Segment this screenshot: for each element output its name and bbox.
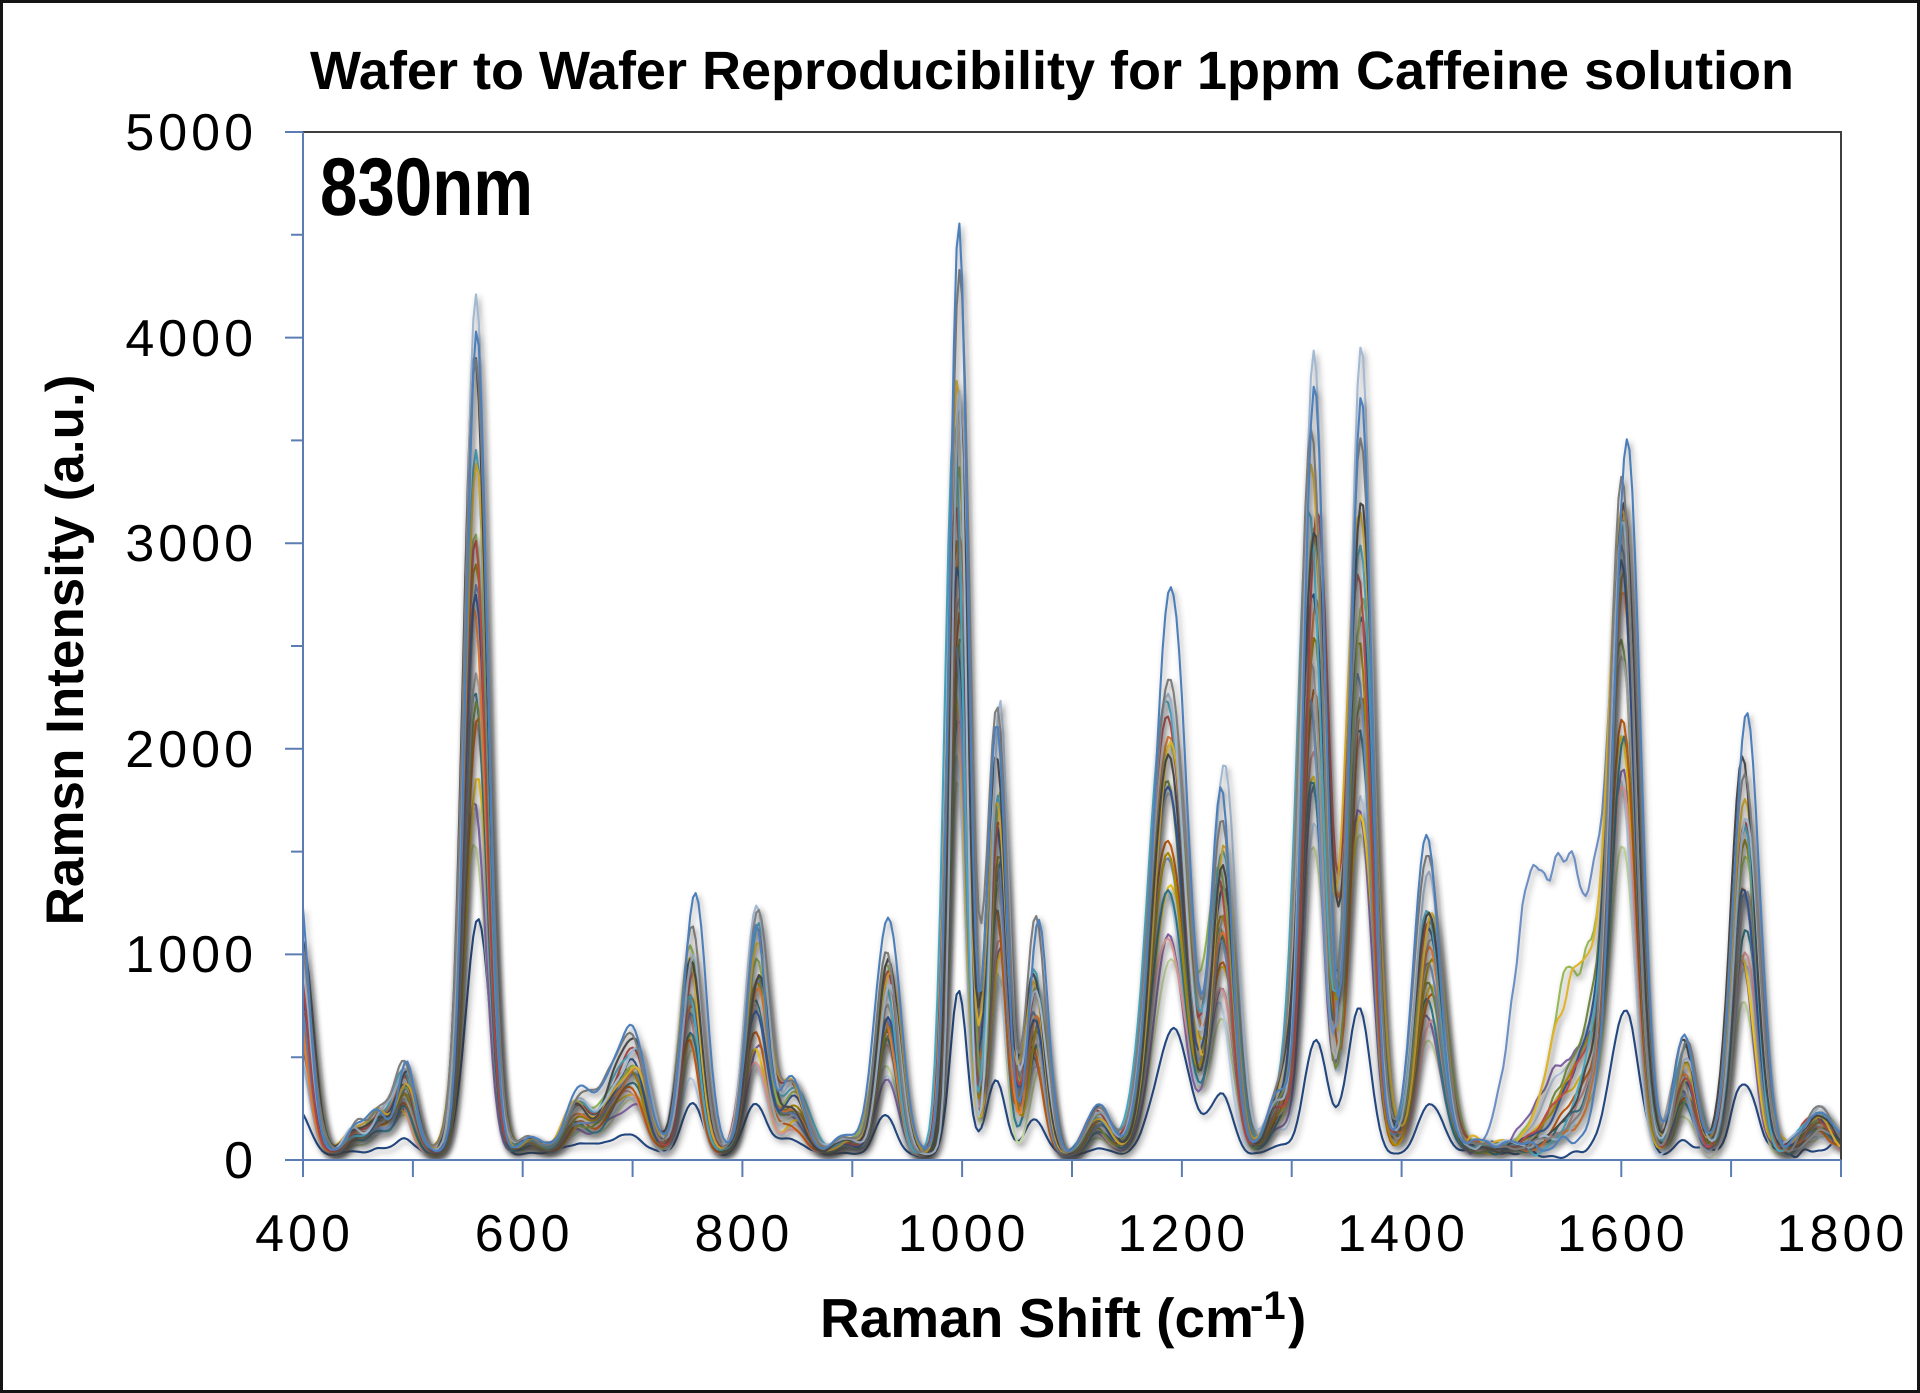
svg-text:5000: 5000 xyxy=(125,104,257,162)
svg-text:Ramsn Intensity (a.u.): Ramsn Intensity (a.u.) xyxy=(36,375,95,926)
svg-text:800: 800 xyxy=(695,1205,794,1263)
svg-text:0: 0 xyxy=(224,1132,257,1190)
svg-text:2000: 2000 xyxy=(125,721,257,779)
svg-text:1000: 1000 xyxy=(898,1205,1030,1263)
svg-text:600: 600 xyxy=(475,1205,574,1263)
svg-text:1000: 1000 xyxy=(125,926,257,984)
svg-text:Raman Shift (cm: Raman Shift (cm xyxy=(820,1287,1254,1349)
svg-text:-1: -1 xyxy=(1250,1284,1286,1328)
svg-text:400: 400 xyxy=(255,1205,354,1263)
svg-text:1600: 1600 xyxy=(1557,1205,1689,1263)
svg-text:Wafer to Wafer Reproducibility: Wafer to Wafer Reproducibility for 1ppm … xyxy=(310,41,1794,101)
svg-text:1200: 1200 xyxy=(1118,1205,1250,1263)
svg-text:1800: 1800 xyxy=(1777,1205,1909,1263)
svg-text:830nm: 830nm xyxy=(320,142,533,233)
svg-text:3000: 3000 xyxy=(125,515,257,573)
svg-text:1400: 1400 xyxy=(1337,1205,1469,1263)
svg-text:): ) xyxy=(1288,1287,1306,1349)
svg-text:4000: 4000 xyxy=(125,310,257,368)
